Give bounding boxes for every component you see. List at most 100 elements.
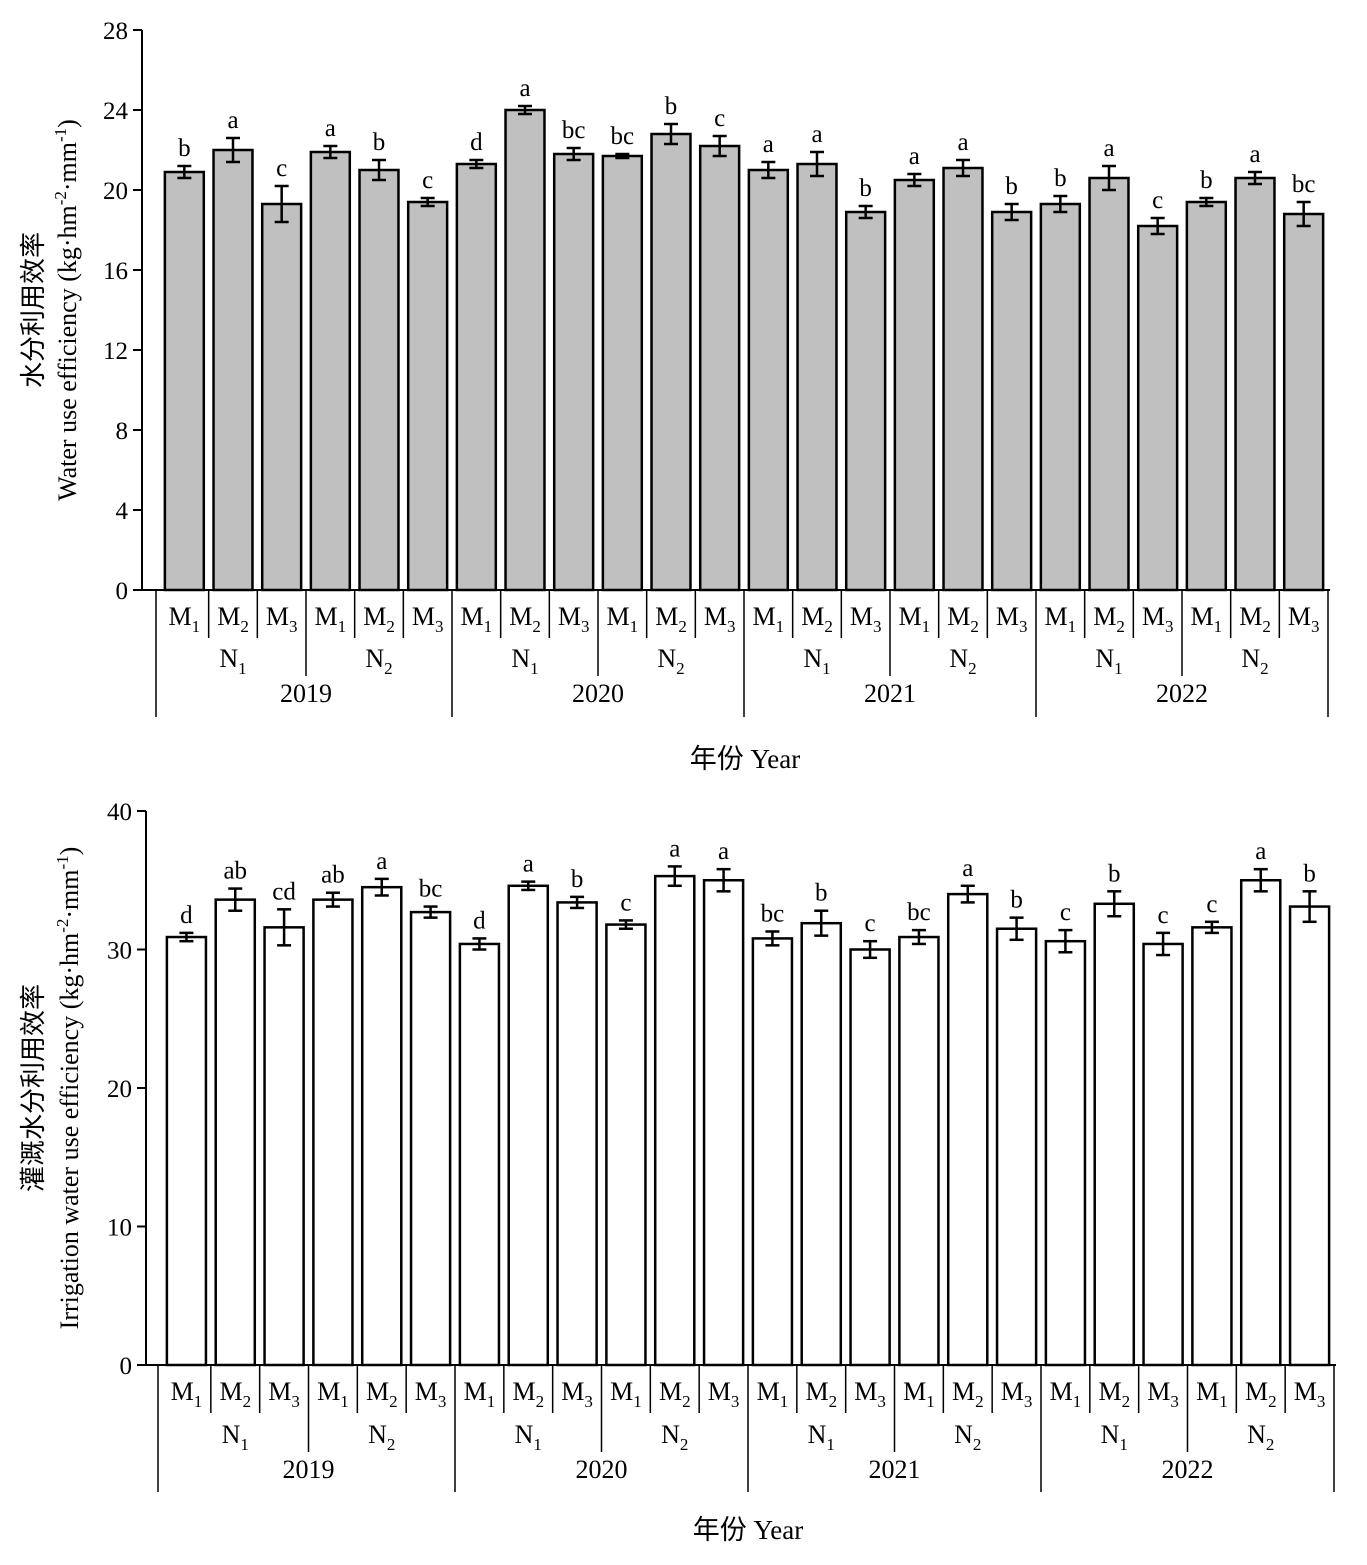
category-label: M1 <box>461 602 493 636</box>
significance-letter: b <box>178 135 191 162</box>
bar <box>458 942 501 1367</box>
significance-letter: bc <box>907 899 931 926</box>
bar <box>849 948 891 1367</box>
bar <box>796 162 838 592</box>
bar <box>898 935 940 1367</box>
significance-letter: a <box>325 115 336 142</box>
significance-letter: c <box>865 910 876 937</box>
significance-letter: a <box>669 835 680 862</box>
category-label: M2 <box>659 1377 691 1411</box>
bar <box>747 168 790 592</box>
category-label: M2 <box>366 1377 398 1411</box>
category-label: M1 <box>753 602 785 636</box>
y-tick-label: 16 <box>103 258 128 285</box>
nitrogen-label: N2 <box>949 644 976 678</box>
significance-letter: a <box>811 121 822 148</box>
category-label: M2 <box>655 602 687 636</box>
category-label: M1 <box>757 1377 789 1411</box>
bar <box>995 927 1038 1367</box>
bar <box>698 144 741 592</box>
bar <box>653 874 696 1367</box>
bar <box>1185 200 1228 592</box>
bar <box>946 892 989 1367</box>
significance-letter: c <box>1158 902 1169 929</box>
significance-letter: bc <box>761 900 785 927</box>
significance-letter: c <box>276 155 287 182</box>
significance-letter: a <box>909 143 920 170</box>
category-label: M1 <box>317 1377 349 1411</box>
significance-letter: a <box>763 131 774 158</box>
bar <box>163 170 206 592</box>
bar <box>1142 942 1184 1367</box>
category-label: M3 <box>268 1377 300 1411</box>
year-label: 2019 <box>280 679 332 708</box>
significance-letter: b <box>1010 887 1023 914</box>
y-tick-label: 30 <box>107 938 132 965</box>
bar <box>360 885 403 1367</box>
significance-letter: ab <box>321 862 345 889</box>
nitrogen-label: N2 <box>365 644 392 678</box>
category-label: M2 <box>1245 1377 1277 1411</box>
bar <box>893 178 936 592</box>
category-label: M3 <box>854 1377 886 1411</box>
year-label: 2020 <box>572 679 624 708</box>
significance-letter: a <box>1249 141 1260 168</box>
category-label: M2 <box>1098 1377 1130 1411</box>
significance-letter: b <box>373 129 386 156</box>
category-label: M3 <box>1294 1377 1326 1411</box>
significance-letter: c <box>1206 891 1217 918</box>
significance-letter: c <box>422 167 433 194</box>
category-label: M1 <box>1196 1377 1228 1411</box>
bar <box>1288 905 1331 1367</box>
category-label: M1 <box>610 1377 642 1411</box>
y-axis-title-en: Irrigation water use efficiency (kg·hm-2… <box>53 847 84 1330</box>
bar <box>1039 202 1082 592</box>
significance-letter: b <box>1200 167 1213 194</box>
bar <box>406 200 449 592</box>
nitrogen-label: N2 <box>1247 1420 1274 1454</box>
bar <box>312 898 354 1367</box>
irrigation-water-use-efficiency-chart: 010203040dM1abM2cdM3abM1aM2bcM3dM1aM2bM3… <box>19 799 1336 1545</box>
significance-letter: bc <box>562 117 586 144</box>
significance-letter: cd <box>272 878 296 905</box>
nitrogen-label: N1 <box>1095 644 1122 678</box>
water-use-efficiency-chart: 0481216202428bM1aM2cM3aM1bM2cM3dM1aM2bcM… <box>19 18 1330 774</box>
bar <box>165 935 208 1367</box>
bar <box>455 162 498 592</box>
category-label: M1 <box>171 1377 203 1411</box>
category-label: M3 <box>412 602 444 636</box>
significance-letter: c <box>714 105 725 132</box>
significance-letter: bc <box>1292 171 1316 198</box>
bar <box>942 166 984 592</box>
nitrogen-label: N1 <box>803 644 830 678</box>
category-label: M3 <box>415 1377 447 1411</box>
bar <box>507 884 550 1367</box>
nitrogen-label: N2 <box>661 1420 688 1454</box>
category-label: M3 <box>1142 602 1174 636</box>
year-label: 2021 <box>869 1455 921 1484</box>
significance-letter: a <box>376 848 387 875</box>
bar <box>650 132 692 592</box>
year-label: 2022 <box>1162 1455 1214 1484</box>
bar <box>552 152 595 592</box>
nitrogen-label: N1 <box>808 1420 835 1454</box>
significance-letter: c <box>620 889 631 916</box>
category-label: M3 <box>850 602 882 636</box>
bar <box>844 210 887 592</box>
y-axis-title-en: Water use efficiency (kg·hm-2·mm-1) <box>51 119 82 501</box>
category-label: M3 <box>561 1377 593 1411</box>
bar <box>263 926 305 1367</box>
significance-letter: b <box>1108 860 1121 887</box>
category-label: M3 <box>704 602 736 636</box>
category-label: M2 <box>801 602 833 636</box>
category-label: M2 <box>512 1377 544 1411</box>
y-tick-label: 24 <box>103 98 129 125</box>
nitrogen-label: N2 <box>1241 644 1268 678</box>
significance-letter: a <box>519 75 530 102</box>
category-label: M1 <box>1045 602 1077 636</box>
bar <box>990 210 1033 592</box>
nitrogen-label: N2 <box>368 1420 395 1454</box>
significance-letter: d <box>180 902 193 929</box>
y-tick-label: 8 <box>116 418 129 445</box>
